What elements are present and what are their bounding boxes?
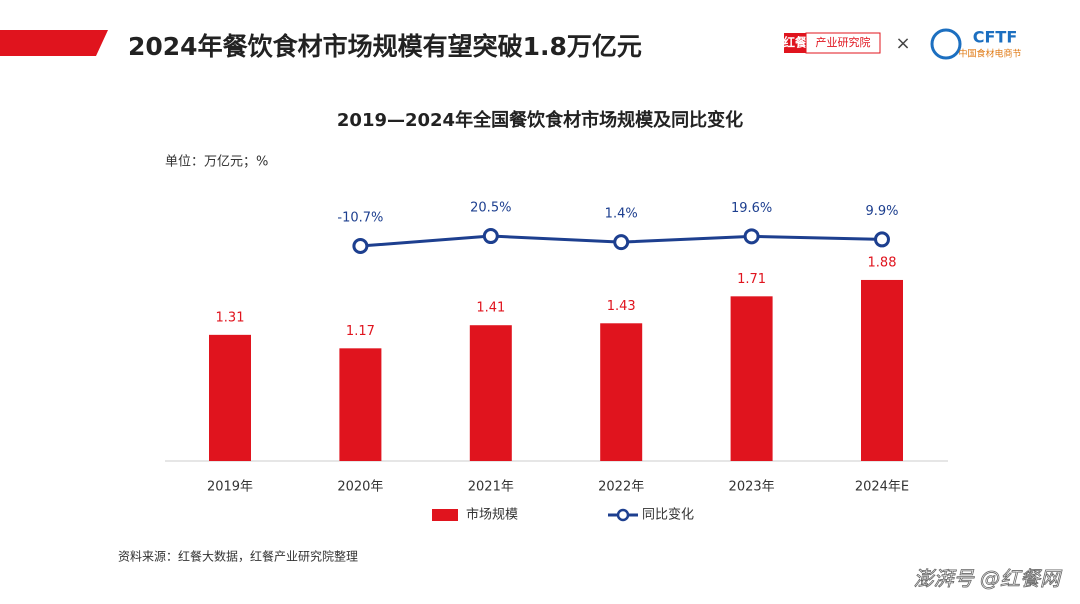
bar-value-label: 1.43 [607, 299, 636, 314]
x-tick-label: 2020年 [337, 480, 383, 495]
slide-title: 2024年餐饮食材市场规模有望突破1.8万亿元 [128, 32, 642, 61]
header-accent [0, 30, 108, 56]
bar [861, 279, 903, 461]
bar-value-label: 1.88 [868, 255, 897, 270]
logo-icon [930, 28, 962, 60]
bar [339, 348, 382, 461]
legend-swatch [432, 509, 458, 521]
bar [600, 323, 643, 461]
logo-left-sub: 产业研究院 [816, 35, 871, 49]
source: 资料来源：红餐大数据，红餐产业研究院整理 [118, 549, 358, 564]
line-point [352, 238, 369, 255]
line-point [743, 228, 760, 245]
line-value-label: -10.7% [337, 211, 383, 226]
watermark: 澎湃号 @红餐网 [914, 567, 1063, 591]
line-point [613, 234, 630, 251]
bar [469, 325, 512, 461]
line-value-label: 1.4% [605, 207, 638, 222]
line-point [874, 231, 890, 248]
legend-label: 市场规模 [466, 507, 518, 523]
x-tick-label: 2024年E [855, 480, 909, 495]
logo-box [784, 33, 806, 53]
bar-value-label: 1.41 [476, 301, 505, 316]
logo-right-sub: 中国食材电商节 [958, 48, 1021, 60]
x-tick-label: 2019年 [207, 480, 253, 495]
legend-label: 同比变化 [642, 507, 694, 523]
x-tick-label: 2022年 [598, 480, 644, 495]
logo-left: 红餐 [783, 35, 808, 50]
bar-value-label: 1.71 [737, 272, 766, 287]
chart-title: 2019—2024年全国餐饮食材市场规模及同比变化 [337, 109, 743, 131]
bar-value-label: 1.31 [216, 310, 245, 325]
x-tick-label: 2021年 [468, 480, 514, 495]
line-value-label: 19.6% [731, 201, 772, 216]
logo-right: CFTF [973, 28, 1018, 47]
bar [209, 334, 251, 461]
line-point [482, 228, 499, 245]
bar [730, 296, 773, 461]
unit-label: 单位：万亿元；% [165, 155, 268, 170]
bar-value-label: 1.17 [346, 324, 375, 339]
line-value-label: 20.5% [470, 201, 511, 216]
legend-swatch [616, 508, 630, 522]
times: × [895, 33, 910, 54]
line-value-label: 9.9% [865, 204, 898, 219]
logo-frame [805, 32, 881, 54]
x-tick-label: 2023年 [729, 480, 775, 495]
